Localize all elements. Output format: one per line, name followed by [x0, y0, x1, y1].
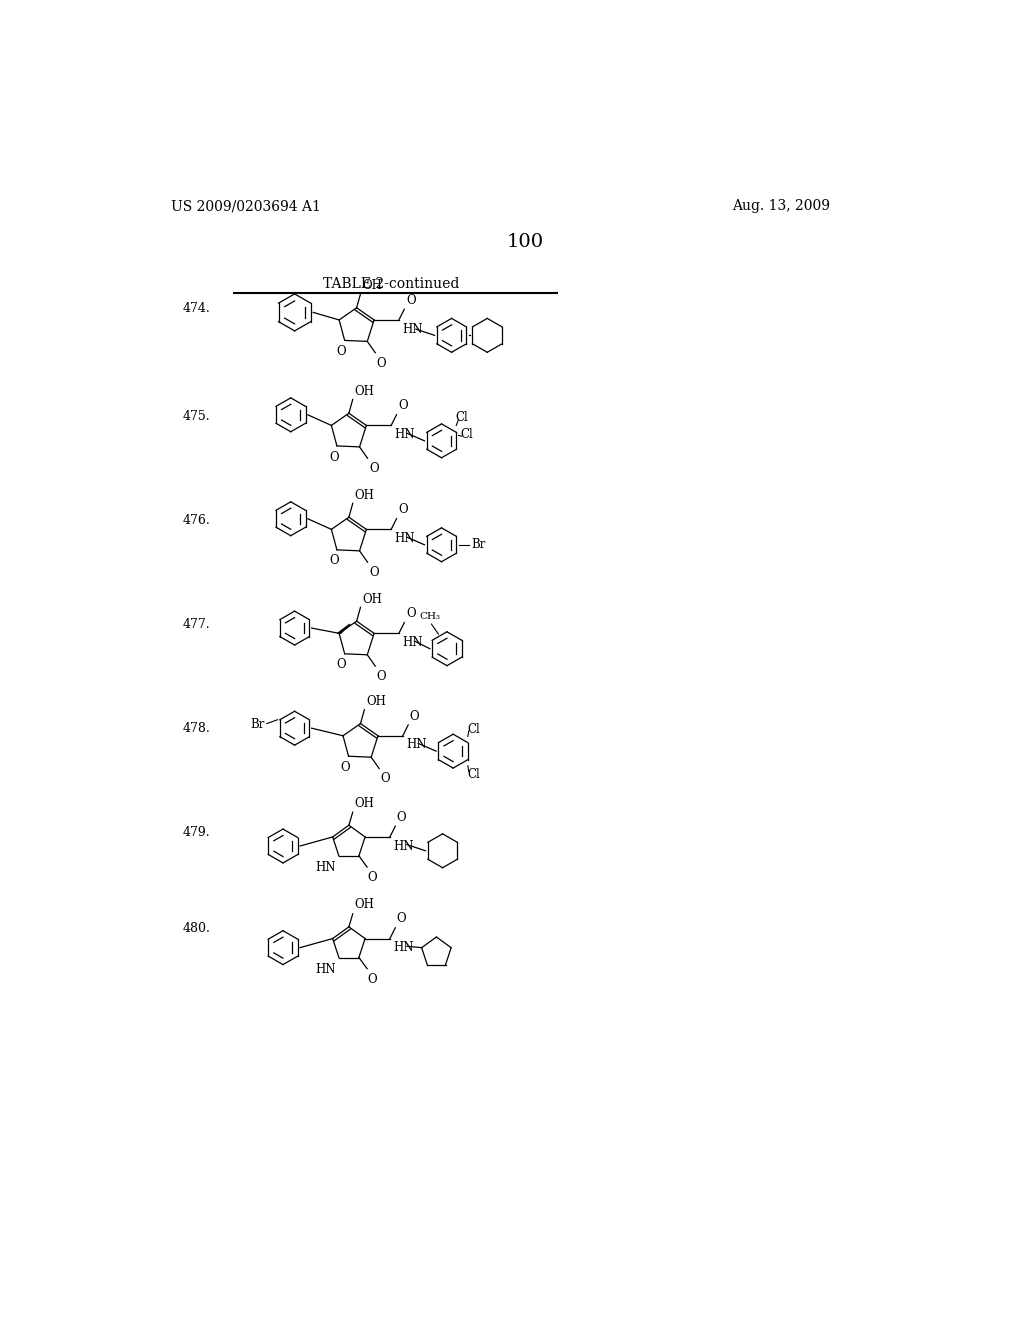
Text: Cl: Cl — [467, 723, 480, 737]
Text: 480.: 480. — [182, 921, 210, 935]
Text: Cl: Cl — [460, 428, 473, 441]
Text: HN: HN — [394, 428, 415, 441]
Text: HN: HN — [315, 962, 336, 975]
Text: O: O — [397, 810, 407, 824]
Text: HN: HN — [406, 738, 426, 751]
Text: O: O — [381, 772, 390, 785]
Text: HN: HN — [402, 322, 423, 335]
Text: OH: OH — [354, 385, 374, 397]
Text: O: O — [406, 294, 416, 306]
Polygon shape — [338, 624, 350, 634]
Text: 474.: 474. — [182, 302, 210, 315]
Text: HN: HN — [393, 941, 414, 954]
Text: OH: OH — [354, 797, 374, 810]
Text: OH: OH — [354, 899, 374, 911]
Text: OH: OH — [362, 593, 382, 606]
Text: O: O — [406, 607, 416, 620]
Text: O: O — [341, 760, 350, 774]
Text: OH: OH — [362, 280, 382, 293]
Text: CH₃: CH₃ — [420, 612, 440, 620]
Text: US 2009/0203694 A1: US 2009/0203694 A1 — [171, 199, 321, 213]
Text: HN: HN — [394, 532, 415, 545]
Text: HN: HN — [393, 840, 414, 853]
Text: OH: OH — [366, 696, 386, 708]
Text: TABLE 2-continued: TABLE 2-continued — [324, 277, 460, 290]
Text: HN: HN — [402, 636, 423, 649]
Text: HN: HN — [315, 861, 336, 874]
Text: Cl: Cl — [467, 768, 480, 780]
Text: O: O — [329, 450, 339, 463]
Text: O: O — [398, 400, 408, 412]
Text: 479.: 479. — [182, 825, 210, 838]
Text: O: O — [337, 345, 346, 358]
Text: O: O — [368, 871, 378, 884]
Text: O: O — [377, 671, 386, 682]
Text: 475.: 475. — [182, 409, 210, 422]
Text: O: O — [377, 356, 386, 370]
Text: 476.: 476. — [182, 513, 210, 527]
Text: O: O — [337, 659, 346, 672]
Text: O: O — [369, 566, 379, 579]
Text: O: O — [369, 462, 379, 475]
Text: Br: Br — [251, 718, 265, 731]
Text: O: O — [329, 554, 339, 568]
Text: O: O — [398, 503, 408, 516]
Text: O: O — [368, 973, 378, 986]
Text: 478.: 478. — [182, 722, 210, 735]
Text: Cl: Cl — [456, 412, 468, 424]
Text: O: O — [397, 912, 407, 925]
Text: 477.: 477. — [182, 618, 210, 631]
Text: 100: 100 — [506, 232, 544, 251]
Text: OH: OH — [354, 488, 374, 502]
Text: Br: Br — [471, 539, 485, 552]
Text: Aug. 13, 2009: Aug. 13, 2009 — [732, 199, 830, 213]
Text: O: O — [410, 710, 420, 722]
